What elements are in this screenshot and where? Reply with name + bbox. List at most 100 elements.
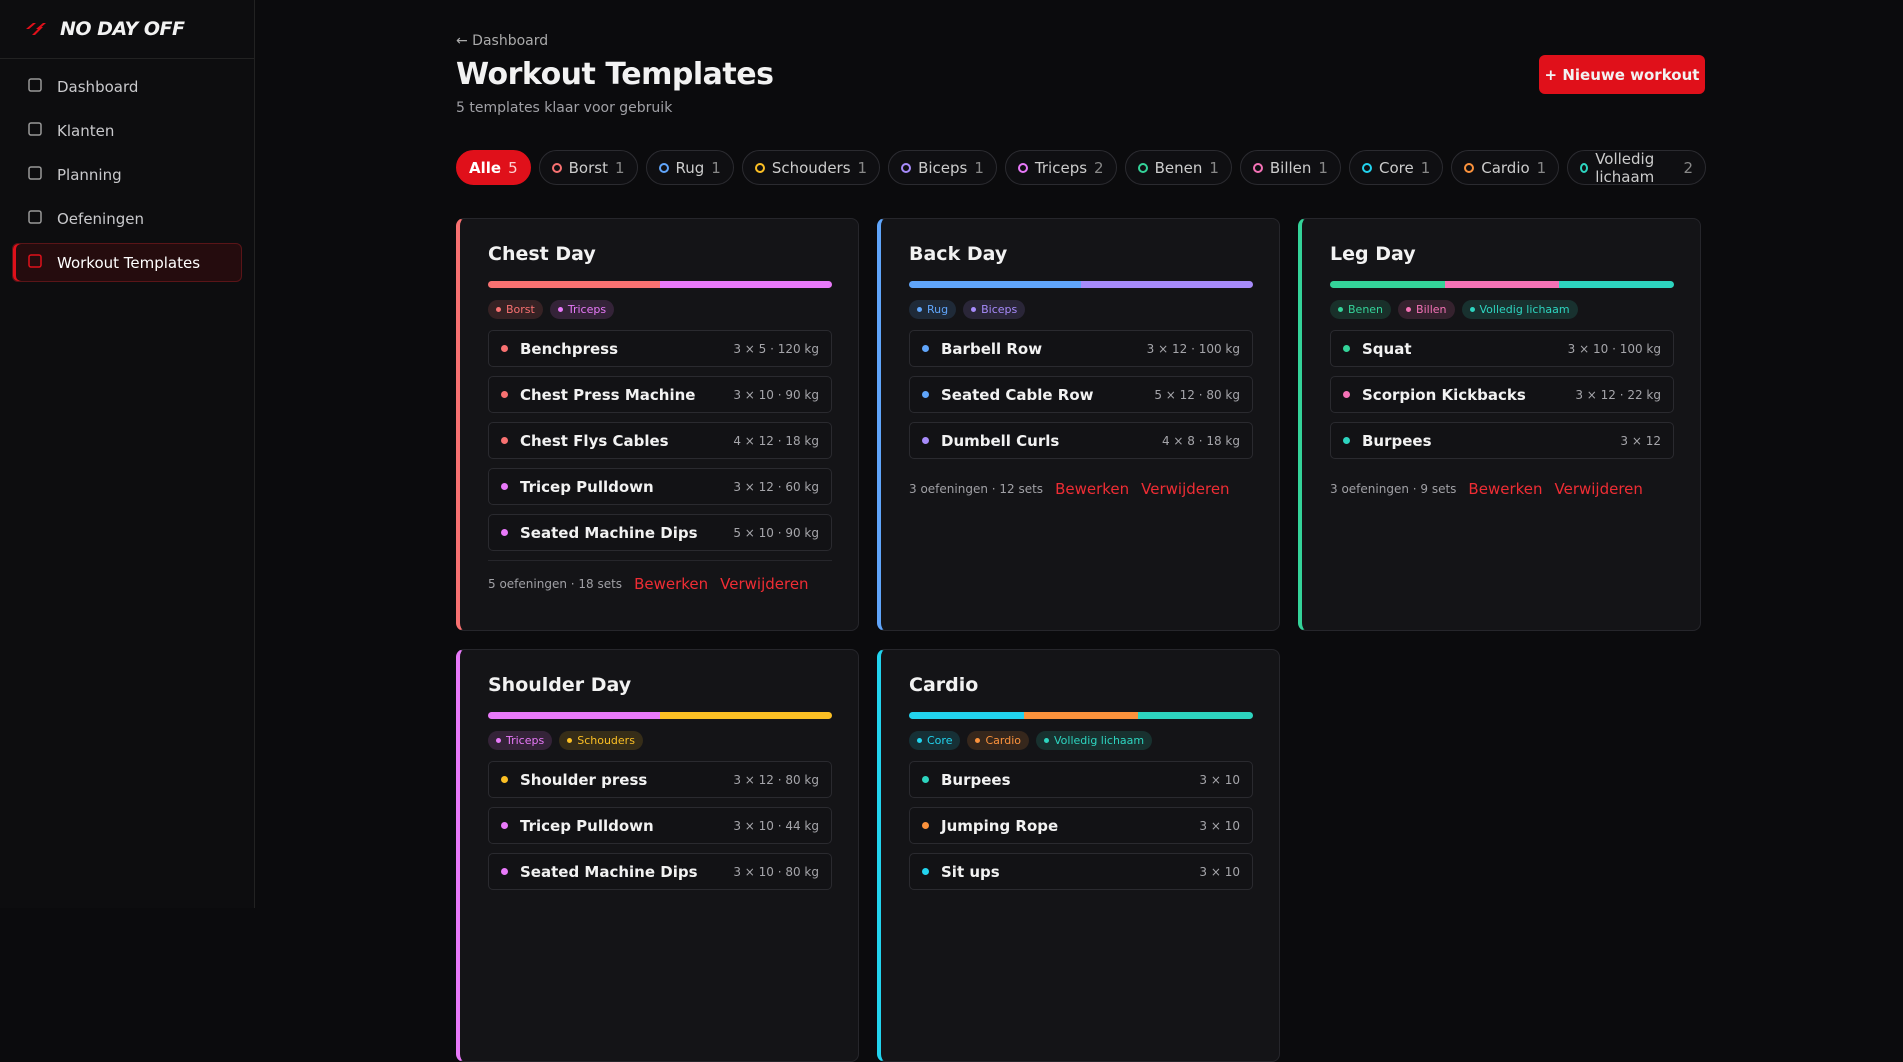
filter-icon bbox=[658, 162, 669, 173]
tag: Billen bbox=[1398, 300, 1455, 319]
tag-label: Triceps bbox=[567, 303, 607, 316]
filter-count: 1 bbox=[974, 158, 984, 177]
filter-pill[interactable]: Biceps 1 bbox=[888, 150, 997, 185]
brand-name: NO DAY OFF bbox=[60, 18, 185, 40]
nav-label: Dashboard bbox=[57, 77, 139, 96]
exercise-row: Seated Machine Dips 3 × 10 · 80 kg bbox=[488, 853, 832, 890]
brand: NO DAY OFF bbox=[0, 0, 254, 59]
action[interactable]: Verwijderen bbox=[1554, 480, 1643, 498]
filter-pill[interactable]: Benen 1 bbox=[1124, 150, 1232, 185]
tag-label: Benen bbox=[1348, 303, 1384, 316]
tag-dot bbox=[917, 738, 922, 743]
filter-count: 1 bbox=[1318, 158, 1328, 177]
filter-pill[interactable]: Schouders 1 bbox=[741, 150, 881, 185]
exercise-name: Sit ups bbox=[941, 862, 1000, 881]
exercise-dot bbox=[922, 776, 929, 783]
tag-dot bbox=[1469, 307, 1475, 312]
bar-segment bbox=[1559, 281, 1674, 288]
filters: Alle 5 Borst 1 Rug 1 Schouders 1 Biceps 1 Triceps 2… bbox=[456, 150, 1706, 186]
bar-segment bbox=[909, 712, 1024, 719]
template-card: Leg Day Benen Billen Volledig lichaam Squat 3… bbox=[1298, 218, 1701, 631]
filter-icon bbox=[1137, 162, 1148, 173]
filter-pill[interactable]: Core 1 bbox=[1348, 150, 1444, 185]
filter-pill[interactable]: Rug 1 bbox=[645, 150, 734, 185]
filter-count: 2 bbox=[1094, 158, 1104, 177]
bar-segment bbox=[1444, 281, 1560, 288]
templates-grid: Chest Day Borst Triceps Benchpress 3 × 5 · 1… bbox=[456, 218, 1701, 1062]
tag: Triceps bbox=[488, 731, 553, 750]
nav-item[interactable]: Klanten bbox=[12, 111, 242, 150]
exercise-row: Tricep Pulldown 3 × 10 · 44 kg bbox=[488, 807, 832, 844]
new-workout-button[interactable]: + Nieuwe workout bbox=[1539, 55, 1705, 94]
summary: 3 oefeningen · 12 sets bbox=[909, 482, 1044, 496]
action[interactable]: Verwijderen bbox=[1141, 480, 1230, 498]
card-footer: 3 oefeningen · 9 sets Bewerken Verwijderen bbox=[1330, 468, 1674, 498]
card-title: Leg Day bbox=[1330, 243, 1416, 265]
exercise-row: Sit ups 3 × 10 bbox=[909, 853, 1253, 890]
exercise-name: Burpees bbox=[1362, 431, 1432, 450]
action[interactable]: Bewerken bbox=[634, 575, 709, 593]
nav-item[interactable]: Oefeningen bbox=[12, 199, 242, 238]
color-bar bbox=[1330, 281, 1674, 288]
logo bbox=[26, 23, 46, 35]
action[interactable]: Verwijderen bbox=[720, 575, 809, 593]
tag-dot bbox=[971, 307, 977, 312]
filter-label: Core bbox=[1378, 158, 1414, 177]
exercise-row: Shoulder press 3 × 12 · 80 kg bbox=[488, 761, 832, 798]
tags: Triceps Schouders bbox=[488, 731, 832, 750]
back-link[interactable]: ← Dashboard bbox=[456, 33, 549, 49]
nav-item[interactable]: Workout Templates bbox=[12, 243, 242, 282]
filter-pill[interactable]: Triceps 2 bbox=[1004, 150, 1117, 185]
filter-icon bbox=[901, 162, 912, 173]
tag-dot bbox=[496, 307, 501, 312]
exercise-name: Burpees bbox=[941, 770, 1011, 789]
exercise-dot bbox=[501, 822, 508, 829]
filter-pill[interactable]: Alle 5 bbox=[456, 150, 531, 185]
filter-count: 1 bbox=[1420, 158, 1431, 177]
exercise-detail: 3 × 5 · 120 kg bbox=[733, 341, 819, 356]
exercise-name: Tricep Pulldown bbox=[520, 477, 654, 496]
card-title: Shoulder Day bbox=[488, 674, 632, 696]
nav-icon bbox=[27, 121, 43, 141]
nav-item[interactable]: Dashboard bbox=[12, 67, 242, 106]
exercise-detail: 3 × 10 · 100 kg bbox=[1567, 341, 1661, 356]
filter-pill[interactable]: Billen 1 bbox=[1239, 150, 1341, 185]
exercise-row: Seated Cable Row 5 × 12 · 80 kg bbox=[909, 376, 1253, 413]
exercise-detail: 3 × 10 · 44 kg bbox=[733, 818, 819, 833]
action[interactable]: Bewerken bbox=[1055, 480, 1130, 498]
exercise-detail: 3 × 10 bbox=[1199, 864, 1240, 879]
page: NO DAY OFF Dashboard Klanten Planning Oefen… bbox=[0, 0, 1706, 1062]
exercise-name: Benchpress bbox=[520, 339, 619, 358]
tag-dot bbox=[917, 307, 922, 312]
bar-segment bbox=[660, 281, 832, 288]
card-footer: 5 oefeningen · 18 sets Bewerken Verwijdere… bbox=[488, 560, 832, 593]
exercise-dot bbox=[1343, 345, 1350, 352]
tag: Cardio bbox=[967, 731, 1029, 750]
exercise-detail: 3 × 10 bbox=[1199, 818, 1240, 833]
tag-dot bbox=[1338, 307, 1343, 312]
color-bar bbox=[909, 281, 1253, 288]
exercise-name: Shoulder press bbox=[520, 770, 648, 789]
filter-pill[interactable]: Volledig lichaam 2 bbox=[1567, 150, 1706, 186]
exercise-row: Squat 3 × 10 · 100 kg bbox=[1330, 330, 1674, 367]
exercise-name: Tricep Pulldown bbox=[520, 816, 654, 835]
bar-segment bbox=[909, 281, 1081, 288]
tag-label: Volledig lichaam bbox=[1479, 303, 1570, 316]
tag-dot bbox=[567, 738, 573, 743]
filter-label: Biceps bbox=[918, 158, 968, 177]
card-title: Cardio bbox=[909, 674, 979, 696]
exercise-row: Burpees 3 × 10 bbox=[909, 761, 1253, 798]
action[interactable]: Bewerken bbox=[1468, 480, 1543, 498]
nav-item[interactable]: Planning bbox=[12, 155, 242, 194]
tag: Core bbox=[909, 731, 961, 750]
exercise-row: Seated Machine Dips 5 × 10 · 90 kg bbox=[488, 514, 832, 551]
exercise-dot bbox=[501, 345, 508, 352]
exercise-row: Barbell Row 3 × 12 · 100 kg bbox=[909, 330, 1253, 367]
exercise-detail: 3 × 12 · 80 kg bbox=[733, 772, 819, 787]
exercise-row: Benchpress 3 × 5 · 120 kg bbox=[488, 330, 832, 367]
exercise-row: Jumping Rope 3 × 10 bbox=[909, 807, 1253, 844]
exercise-dot bbox=[922, 391, 929, 398]
exercise-detail: 3 × 12 · 100 kg bbox=[1146, 341, 1240, 356]
filter-pill[interactable]: Cardio 1 bbox=[1451, 150, 1560, 185]
filter-pill[interactable]: Borst 1 bbox=[538, 150, 638, 185]
